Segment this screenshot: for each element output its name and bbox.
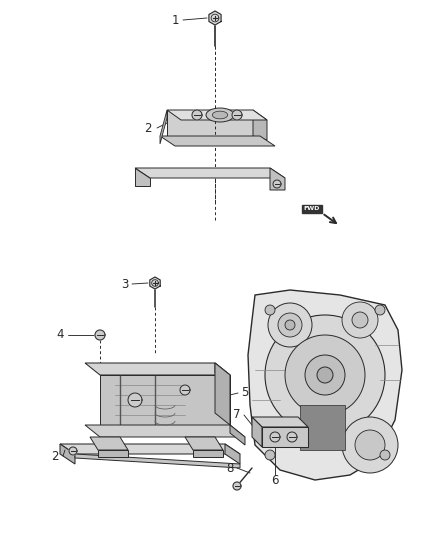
Polygon shape: [135, 168, 285, 178]
Circle shape: [317, 367, 333, 383]
Circle shape: [342, 302, 378, 338]
Circle shape: [375, 305, 385, 315]
Circle shape: [342, 417, 398, 473]
Polygon shape: [252, 417, 262, 447]
Circle shape: [352, 312, 368, 328]
Polygon shape: [253, 110, 267, 140]
Circle shape: [278, 313, 302, 337]
Polygon shape: [185, 437, 223, 450]
Polygon shape: [248, 290, 402, 480]
Polygon shape: [287, 432, 297, 442]
Polygon shape: [215, 363, 230, 425]
Polygon shape: [100, 375, 230, 425]
Text: 2: 2: [51, 449, 59, 463]
Polygon shape: [85, 425, 245, 437]
Text: 4: 4: [56, 328, 64, 342]
Text: FWD: FWD: [304, 206, 320, 212]
Text: 8: 8: [226, 462, 234, 474]
Polygon shape: [225, 444, 240, 464]
Ellipse shape: [212, 111, 228, 119]
Polygon shape: [60, 444, 75, 464]
Polygon shape: [160, 110, 167, 144]
Circle shape: [355, 430, 385, 460]
Polygon shape: [180, 385, 190, 395]
Text: 3: 3: [121, 278, 129, 290]
Polygon shape: [232, 110, 242, 120]
Polygon shape: [90, 437, 128, 450]
Polygon shape: [230, 425, 245, 445]
Circle shape: [285, 335, 365, 415]
Polygon shape: [167, 110, 253, 136]
Polygon shape: [128, 393, 142, 407]
Circle shape: [268, 303, 312, 347]
Polygon shape: [192, 110, 202, 120]
Polygon shape: [167, 110, 267, 120]
Polygon shape: [270, 168, 285, 190]
Circle shape: [265, 315, 385, 435]
Polygon shape: [85, 363, 230, 375]
Circle shape: [285, 320, 295, 330]
Polygon shape: [270, 432, 280, 442]
Polygon shape: [60, 444, 240, 454]
Text: 1: 1: [171, 13, 179, 27]
Text: 7: 7: [233, 408, 241, 422]
Polygon shape: [160, 136, 275, 146]
Polygon shape: [69, 447, 77, 455]
Polygon shape: [150, 277, 160, 289]
Text: 6: 6: [271, 473, 279, 487]
Polygon shape: [135, 168, 150, 186]
Polygon shape: [209, 11, 221, 25]
Circle shape: [305, 355, 345, 395]
Circle shape: [380, 450, 390, 460]
Circle shape: [265, 305, 275, 315]
Polygon shape: [215, 363, 230, 383]
Polygon shape: [95, 330, 105, 340]
Polygon shape: [233, 482, 241, 490]
Polygon shape: [193, 450, 223, 457]
Polygon shape: [75, 454, 240, 468]
Polygon shape: [262, 427, 308, 447]
Text: 2: 2: [144, 122, 152, 134]
Circle shape: [265, 450, 275, 460]
Ellipse shape: [206, 108, 234, 122]
Polygon shape: [98, 450, 128, 457]
Polygon shape: [252, 417, 308, 427]
Text: 5: 5: [241, 386, 249, 400]
Polygon shape: [273, 180, 281, 188]
Polygon shape: [302, 205, 322, 213]
Polygon shape: [300, 405, 345, 450]
